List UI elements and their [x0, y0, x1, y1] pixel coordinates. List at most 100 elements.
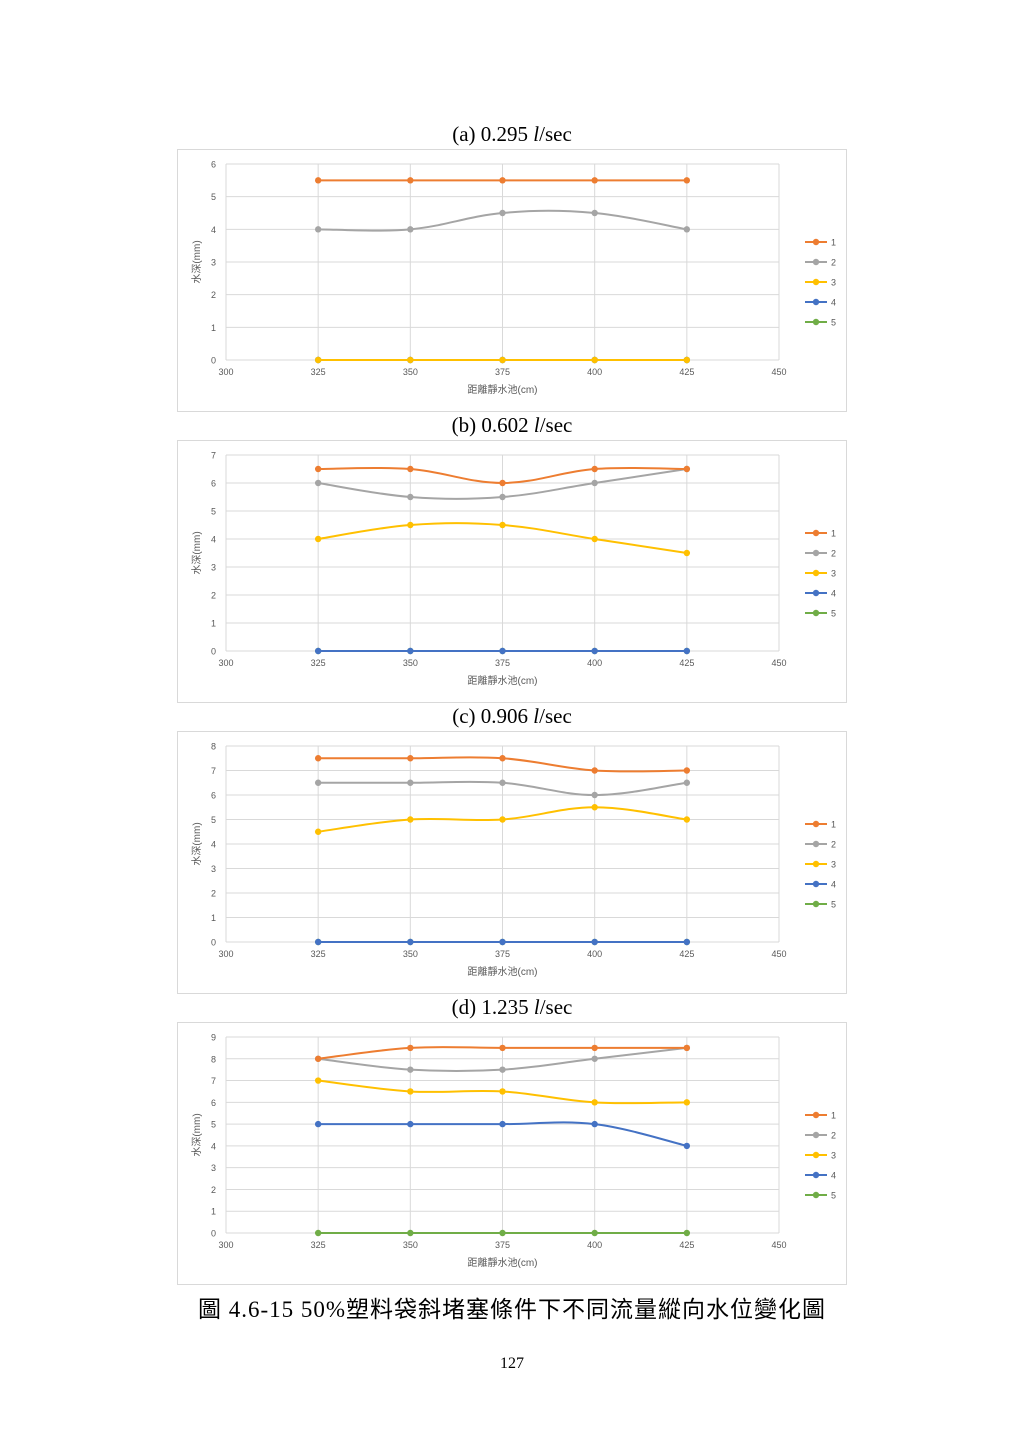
y-tick-label: 9 [211, 1033, 216, 1043]
x-tick-label: 400 [587, 949, 602, 959]
data-point-s4-x425 [683, 1142, 691, 1150]
legend-marker-4 [812, 880, 820, 888]
line-chart-1: 0 1 2 3 4 5 6 7 300 325 350 375 400 425 450 距離靜水池(cm) 水深… [177, 440, 847, 703]
data-point-s1-x375 [499, 177, 506, 184]
y-tick-label: 6 [211, 791, 216, 801]
data-point-s3-x425 [683, 356, 691, 364]
chart-title-3: (d) 1.235 l/sec [0, 995, 1024, 1020]
y-axis-label: 水深(mm) [191, 822, 203, 865]
legend-label: 4 [831, 1171, 836, 1181]
legend-marker-2 [812, 549, 820, 557]
legend-label: 2 [831, 549, 836, 559]
line-chart-2: 0 1 2 3 4 5 6 7 8 300 325 350 375 400 425 450 距離靜水池(cm) 水… [177, 731, 847, 994]
legend-marker-1 [812, 529, 820, 537]
data-point-s4-x375 [499, 1120, 506, 1128]
x-tick-label: 300 [218, 1240, 233, 1250]
x-tick-label: 450 [771, 658, 786, 668]
y-tick-label: 4 [211, 840, 216, 850]
data-point-s3-x425 [683, 1099, 691, 1106]
data-point-s1-x425 [683, 1044, 691, 1052]
x-tick-label: 375 [495, 658, 510, 668]
legend-label: 1 [831, 820, 836, 830]
y-tick-label: 2 [211, 591, 216, 601]
legend-marker-1 [812, 1111, 820, 1119]
legend-marker-4 [812, 589, 820, 597]
legend-label: 1 [831, 1111, 836, 1121]
y-tick-label: 5 [211, 1120, 216, 1130]
data-point-s3-x350 [407, 1088, 414, 1095]
data-point-s4-x325 [314, 938, 322, 946]
data-point-s3-x400 [591, 1099, 598, 1106]
x-tick-label: 375 [495, 367, 510, 377]
data-point-s3-x375 [499, 1088, 506, 1095]
data-point-s1-x375 [499, 479, 506, 487]
data-point-s3-x375 [499, 356, 506, 364]
chart-title-prefix: (d) 1.235 [451, 995, 534, 1019]
chart-title-prefix: (c) 0.906 [452, 704, 534, 728]
legend-label: 5 [831, 900, 836, 910]
data-point-s4-x400 [591, 1120, 598, 1128]
legend-label: 3 [831, 1151, 836, 1161]
data-point-s1-x350 [407, 755, 414, 762]
data-point-s4-x400 [591, 647, 598, 655]
data-point-s5-x325 [314, 1229, 322, 1237]
y-tick-label: 5 [211, 507, 216, 517]
y-tick-label: 0 [211, 1229, 216, 1239]
data-point-s2-x400 [591, 479, 598, 487]
x-tick-label: 300 [218, 949, 233, 959]
data-point-s2-x425 [683, 226, 691, 233]
legend-label: 4 [831, 880, 836, 890]
legend-label: 1 [831, 238, 836, 248]
x-tick-label: 425 [679, 949, 694, 959]
x-tick-label: 375 [495, 949, 510, 959]
data-point-s2-x400 [591, 209, 598, 217]
data-point-s3-x325 [314, 535, 322, 543]
legend-marker-2 [812, 1131, 820, 1139]
data-point-s1-x325 [314, 1055, 322, 1062]
data-point-s4-x325 [314, 1120, 322, 1128]
y-tick-label: 2 [211, 1185, 216, 1195]
data-point-s3-x375 [499, 521, 506, 529]
x-tick-label: 425 [679, 658, 694, 668]
data-point-s1-x350 [407, 1044, 414, 1052]
y-tick-label: 1 [211, 323, 216, 333]
y-tick-label: 5 [211, 192, 216, 202]
data-point-s4-x375 [499, 647, 506, 655]
y-tick-label: 7 [211, 451, 216, 461]
y-tick-label: 1 [211, 619, 216, 629]
legend-label: 4 [831, 298, 836, 308]
data-point-s1-x425 [683, 767, 691, 774]
data-point-s2-x350 [407, 779, 414, 786]
y-tick-label: 0 [211, 647, 216, 657]
y-tick-label: 2 [211, 290, 216, 300]
y-tick-label: 7 [211, 1076, 216, 1086]
data-point-s2-x325 [314, 479, 322, 487]
data-point-s2-x350 [407, 226, 414, 233]
legend-marker-2 [812, 840, 820, 848]
x-tick-label: 400 [587, 367, 602, 377]
legend-marker-3 [812, 278, 820, 286]
data-point-s2-x425 [683, 779, 691, 786]
y-axis-label: 水深(mm) [191, 531, 203, 574]
line-chart-0: 0 1 2 3 4 5 6 300 325 350 375 400 425 450 距離靜水池(cm) 水深(… [177, 149, 847, 412]
data-point-s2-x350 [407, 1066, 414, 1073]
legend-marker-5 [812, 318, 820, 326]
data-point-s1-x350 [407, 177, 414, 184]
y-axis-label: 水深(mm) [191, 240, 203, 283]
data-point-s2-x375 [499, 1066, 506, 1073]
data-point-s3-x400 [591, 356, 598, 364]
chart-title-suffix: /sec [539, 413, 573, 437]
data-point-s5-x425 [683, 1229, 691, 1237]
chart-title-unit: l [533, 995, 540, 1019]
data-point-s5-x375 [499, 1229, 506, 1237]
x-tick-label: 300 [218, 658, 233, 668]
data-point-s1-x350 [407, 465, 414, 473]
data-point-s4-x425 [683, 938, 691, 946]
y-tick-label: 3 [211, 258, 216, 268]
legend-label: 2 [831, 1131, 836, 1141]
data-point-s2-x350 [407, 493, 414, 501]
legend-marker-5 [812, 1191, 820, 1199]
data-point-s1-x400 [591, 767, 598, 774]
